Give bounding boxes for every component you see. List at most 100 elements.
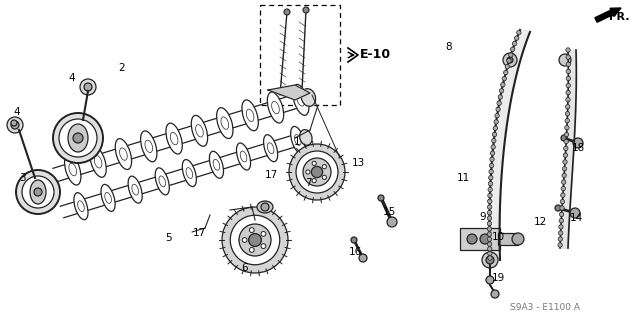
Circle shape xyxy=(11,121,19,129)
Circle shape xyxy=(570,208,580,218)
Circle shape xyxy=(490,163,493,168)
Circle shape xyxy=(573,138,583,148)
Circle shape xyxy=(505,64,509,69)
Text: 17: 17 xyxy=(193,228,205,238)
Circle shape xyxy=(558,237,563,241)
Ellipse shape xyxy=(242,100,259,131)
Ellipse shape xyxy=(128,176,142,203)
Circle shape xyxy=(80,79,96,95)
Circle shape xyxy=(512,233,524,245)
Ellipse shape xyxy=(301,89,316,106)
Circle shape xyxy=(487,227,492,231)
Circle shape xyxy=(351,237,357,243)
Text: 9: 9 xyxy=(480,212,486,222)
Text: 15: 15 xyxy=(382,207,396,217)
Circle shape xyxy=(11,120,17,126)
Circle shape xyxy=(480,234,490,244)
Circle shape xyxy=(312,179,316,183)
Circle shape xyxy=(53,113,103,163)
Circle shape xyxy=(487,221,492,226)
Circle shape xyxy=(312,167,323,178)
Ellipse shape xyxy=(297,94,305,106)
Circle shape xyxy=(566,55,570,59)
Circle shape xyxy=(261,203,269,211)
Ellipse shape xyxy=(156,168,170,195)
Circle shape xyxy=(488,242,492,246)
Text: 16: 16 xyxy=(348,247,362,257)
Circle shape xyxy=(487,237,492,241)
Ellipse shape xyxy=(68,124,88,152)
Circle shape xyxy=(34,188,42,196)
Circle shape xyxy=(566,90,570,95)
Ellipse shape xyxy=(74,193,88,220)
Circle shape xyxy=(487,232,492,236)
Circle shape xyxy=(230,215,280,265)
Circle shape xyxy=(491,290,499,298)
Ellipse shape xyxy=(77,201,84,211)
Ellipse shape xyxy=(94,156,102,168)
Circle shape xyxy=(387,217,397,227)
Circle shape xyxy=(488,182,493,186)
Text: E-10: E-10 xyxy=(360,48,391,62)
Circle shape xyxy=(565,119,570,123)
Circle shape xyxy=(490,157,494,161)
Circle shape xyxy=(560,199,564,204)
Ellipse shape xyxy=(65,154,81,185)
Circle shape xyxy=(566,48,570,52)
Ellipse shape xyxy=(145,140,152,152)
Ellipse shape xyxy=(268,92,284,123)
Ellipse shape xyxy=(264,135,278,162)
Circle shape xyxy=(488,188,492,192)
Text: S9A3 - E1100 A: S9A3 - E1100 A xyxy=(510,303,580,313)
Circle shape xyxy=(488,247,492,251)
Circle shape xyxy=(467,234,477,244)
Text: 11: 11 xyxy=(456,173,470,183)
Circle shape xyxy=(482,252,498,268)
Ellipse shape xyxy=(90,146,106,177)
Circle shape xyxy=(303,158,331,186)
Circle shape xyxy=(323,175,326,180)
Circle shape xyxy=(73,133,83,143)
Circle shape xyxy=(558,243,563,247)
Bar xyxy=(260,5,340,105)
Circle shape xyxy=(503,53,517,67)
Circle shape xyxy=(239,224,271,256)
Ellipse shape xyxy=(216,108,233,138)
Circle shape xyxy=(487,211,492,215)
Text: 10: 10 xyxy=(492,232,504,242)
Text: 3: 3 xyxy=(19,173,26,183)
Ellipse shape xyxy=(132,184,138,195)
Circle shape xyxy=(250,248,254,252)
Circle shape xyxy=(284,9,290,15)
Circle shape xyxy=(497,101,501,105)
Circle shape xyxy=(488,251,492,256)
Circle shape xyxy=(511,47,515,51)
Text: 19: 19 xyxy=(492,273,504,283)
Circle shape xyxy=(516,31,521,35)
Circle shape xyxy=(84,83,92,91)
Text: 8: 8 xyxy=(445,42,452,52)
Circle shape xyxy=(488,256,492,260)
Circle shape xyxy=(59,119,97,157)
Circle shape xyxy=(502,77,506,81)
Circle shape xyxy=(566,98,570,102)
Circle shape xyxy=(564,139,568,144)
Ellipse shape xyxy=(120,148,127,160)
Circle shape xyxy=(562,173,566,178)
Circle shape xyxy=(496,107,500,112)
Ellipse shape xyxy=(115,139,132,169)
Circle shape xyxy=(250,228,254,233)
Circle shape xyxy=(566,105,570,109)
Circle shape xyxy=(560,206,564,210)
Text: 14: 14 xyxy=(570,213,582,223)
Circle shape xyxy=(507,59,511,63)
Circle shape xyxy=(564,146,568,151)
Circle shape xyxy=(261,244,266,249)
Circle shape xyxy=(486,256,494,264)
Ellipse shape xyxy=(221,117,228,129)
Circle shape xyxy=(492,132,497,137)
Circle shape xyxy=(488,175,493,180)
Circle shape xyxy=(561,186,566,191)
Ellipse shape xyxy=(246,109,254,122)
Ellipse shape xyxy=(105,192,111,203)
